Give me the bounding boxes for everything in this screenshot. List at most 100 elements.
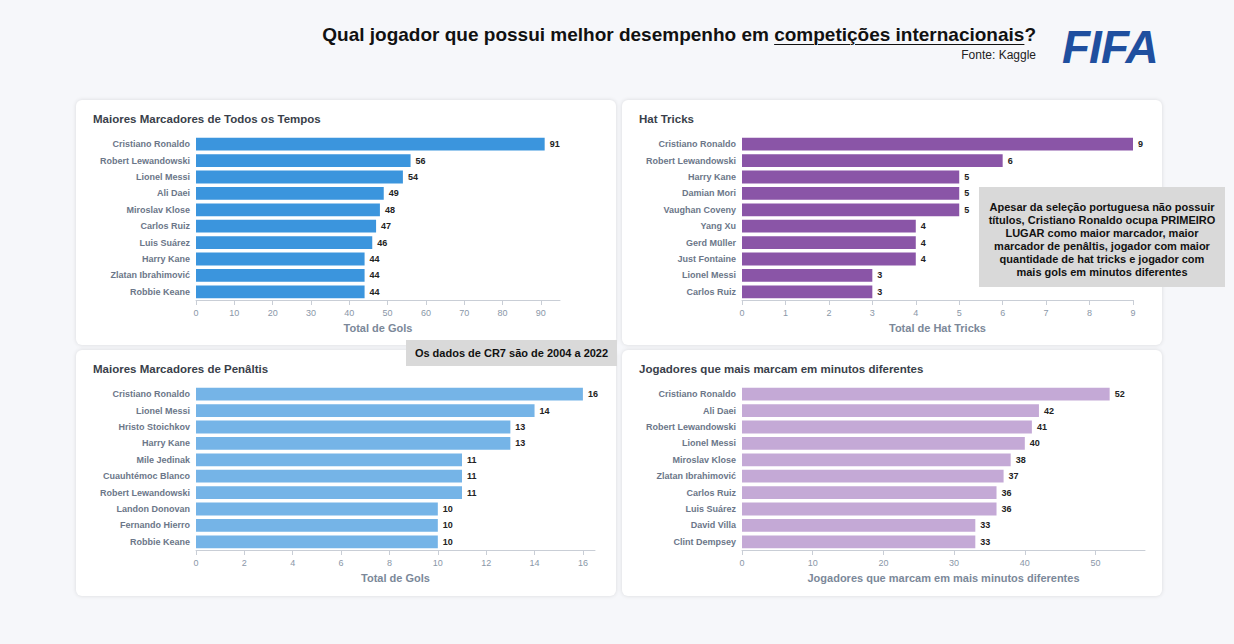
svg-text:0: 0 bbox=[739, 308, 744, 318]
svg-text:50: 50 bbox=[1091, 558, 1101, 568]
svg-text:5: 5 bbox=[964, 172, 969, 182]
svg-text:9: 9 bbox=[1130, 308, 1135, 318]
svg-text:Harry Kane: Harry Kane bbox=[688, 172, 736, 182]
svg-text:6: 6 bbox=[1000, 308, 1005, 318]
svg-text:2: 2 bbox=[242, 558, 247, 568]
svg-text:38: 38 bbox=[1016, 455, 1026, 465]
svg-text:44: 44 bbox=[370, 287, 380, 297]
svg-text:36: 36 bbox=[1002, 488, 1012, 498]
svg-text:33: 33 bbox=[980, 520, 990, 530]
svg-text:44: 44 bbox=[370, 270, 380, 280]
svg-text:30: 30 bbox=[306, 308, 316, 318]
svg-text:60: 60 bbox=[421, 308, 431, 318]
svg-text:Lionel Messi: Lionel Messi bbox=[136, 406, 190, 416]
svg-text:10: 10 bbox=[443, 504, 453, 514]
svg-text:Robert Lewandowski: Robert Lewandowski bbox=[646, 156, 736, 166]
svg-text:36: 36 bbox=[1002, 504, 1012, 514]
svg-text:5: 5 bbox=[964, 205, 969, 215]
svg-text:Jogadores que marcam em mais m: Jogadores que marcam em mais minutos dif… bbox=[807, 572, 1079, 584]
svg-text:42: 42 bbox=[1044, 406, 1054, 416]
svg-text:11: 11 bbox=[467, 488, 477, 498]
svg-text:48: 48 bbox=[385, 205, 395, 215]
svg-text:Carlos Ruiz: Carlos Ruiz bbox=[140, 221, 190, 231]
svg-text:Just Fontaine: Just Fontaine bbox=[677, 254, 736, 264]
svg-text:10: 10 bbox=[808, 558, 818, 568]
svg-text:13: 13 bbox=[515, 438, 525, 448]
svg-text:49: 49 bbox=[389, 188, 399, 198]
svg-text:1: 1 bbox=[783, 308, 788, 318]
svg-text:Total de Gols: Total de Gols bbox=[344, 322, 413, 334]
svg-text:Landon Donovan: Landon Donovan bbox=[117, 504, 191, 514]
svg-text:6: 6 bbox=[339, 558, 344, 568]
svg-text:Cristiano Ronaldo: Cristiano Ronaldo bbox=[112, 139, 190, 149]
svg-text:Lionel Messi: Lionel Messi bbox=[682, 270, 736, 280]
svg-text:Total de Gols: Total de Gols bbox=[361, 572, 430, 584]
svg-text:Hristo Stoichkov: Hristo Stoichkov bbox=[118, 422, 190, 432]
svg-text:10: 10 bbox=[443, 520, 453, 530]
svg-text:Miroslav Klose: Miroslav Klose bbox=[126, 205, 190, 215]
svg-text:Harry Kane: Harry Kane bbox=[142, 438, 190, 448]
svg-text:5: 5 bbox=[964, 188, 969, 198]
svg-text:54: 54 bbox=[408, 172, 418, 182]
svg-text:20: 20 bbox=[878, 558, 888, 568]
svg-text:Cristiano Ronaldo: Cristiano Ronaldo bbox=[658, 139, 736, 149]
svg-text:47: 47 bbox=[381, 221, 391, 231]
svg-text:70: 70 bbox=[459, 308, 469, 318]
svg-text:50: 50 bbox=[383, 308, 393, 318]
svg-text:20: 20 bbox=[268, 308, 278, 318]
svg-text:Robert Lewandowski: Robert Lewandowski bbox=[100, 488, 190, 498]
svg-text:4: 4 bbox=[913, 308, 918, 318]
svg-text:46: 46 bbox=[377, 238, 387, 248]
svg-text:6: 6 bbox=[1008, 156, 1013, 166]
svg-text:14: 14 bbox=[530, 558, 540, 568]
svg-text:Hat Tricks: Hat Tricks bbox=[639, 113, 694, 125]
svg-text:Lionel Messi: Lionel Messi bbox=[136, 172, 190, 182]
svg-text:Robbie Keane: Robbie Keane bbox=[130, 537, 190, 547]
svg-text:Carlos Ruiz: Carlos Ruiz bbox=[686, 287, 736, 297]
svg-text:Maiores Marcadores de Penâltis: Maiores Marcadores de Penâltis bbox=[93, 363, 268, 375]
svg-text:Ali Daei: Ali Daei bbox=[157, 188, 190, 198]
svg-text:91: 91 bbox=[550, 139, 560, 149]
svg-text:Luis Suárez: Luis Suárez bbox=[685, 504, 736, 514]
svg-text:Miroslav Klose: Miroslav Klose bbox=[672, 455, 736, 465]
svg-text:Zlatan Ibrahimović: Zlatan Ibrahimović bbox=[110, 270, 190, 280]
svg-text:Maiores Marcadores de Todos os: Maiores Marcadores de Todos os Tempos bbox=[93, 113, 321, 125]
svg-text:Total de Hat Tricks: Total de Hat Tricks bbox=[889, 322, 986, 334]
svg-text:41: 41 bbox=[1037, 422, 1047, 432]
svg-text:Cuauhtémoc Blanco: Cuauhtémoc Blanco bbox=[103, 471, 191, 481]
svg-text:40: 40 bbox=[1020, 558, 1030, 568]
svg-text:37: 37 bbox=[1009, 471, 1019, 481]
svg-text:12: 12 bbox=[481, 558, 491, 568]
svg-text:33: 33 bbox=[980, 537, 990, 547]
svg-text:8: 8 bbox=[1087, 308, 1092, 318]
svg-text:8: 8 bbox=[387, 558, 392, 568]
svg-text:11: 11 bbox=[467, 455, 477, 465]
svg-text:Lionel Messi: Lionel Messi bbox=[682, 438, 736, 448]
svg-text:Clint Dempsey: Clint Dempsey bbox=[673, 537, 736, 547]
svg-text:10: 10 bbox=[433, 558, 443, 568]
svg-text:80: 80 bbox=[498, 308, 508, 318]
svg-text:10: 10 bbox=[443, 537, 453, 547]
svg-text:40: 40 bbox=[1030, 438, 1040, 448]
svg-text:9: 9 bbox=[1138, 139, 1143, 149]
svg-text:Carlos Ruiz: Carlos Ruiz bbox=[686, 488, 736, 498]
svg-text:13: 13 bbox=[515, 422, 525, 432]
svg-text:Luis Suárez: Luis Suárez bbox=[139, 238, 190, 248]
svg-text:30: 30 bbox=[949, 558, 959, 568]
svg-text:3: 3 bbox=[870, 308, 875, 318]
svg-text:7: 7 bbox=[1044, 308, 1049, 318]
svg-text:3: 3 bbox=[877, 270, 882, 280]
svg-text:16: 16 bbox=[578, 558, 588, 568]
svg-text:Robert Lewandowski: Robert Lewandowski bbox=[646, 422, 736, 432]
svg-text:Gerd Müller: Gerd Müller bbox=[686, 238, 737, 248]
svg-text:Damian Mori: Damian Mori bbox=[682, 188, 736, 198]
svg-text:Ali Daei: Ali Daei bbox=[703, 406, 736, 416]
svg-text:3: 3 bbox=[877, 287, 882, 297]
svg-text:Yang Xu: Yang Xu bbox=[700, 221, 736, 231]
svg-text:Vaughan Coveny: Vaughan Coveny bbox=[663, 205, 736, 215]
svg-text:Cristiano Ronaldo: Cristiano Ronaldo bbox=[658, 389, 736, 399]
svg-text:52: 52 bbox=[1115, 389, 1125, 399]
svg-text:10: 10 bbox=[229, 308, 239, 318]
svg-text:Harry Kane: Harry Kane bbox=[142, 254, 190, 264]
svg-text:90: 90 bbox=[536, 308, 546, 318]
